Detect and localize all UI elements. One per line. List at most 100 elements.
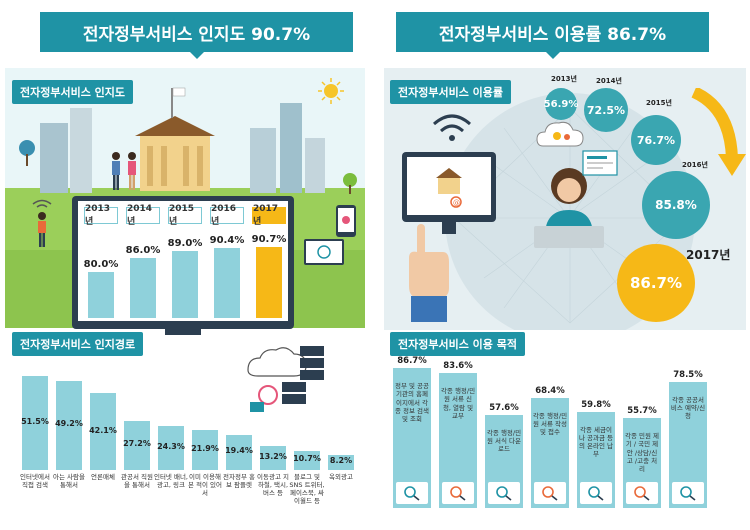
usage-bubble: 56.9%	[544, 88, 578, 120]
awareness-value: 80.0%	[83, 259, 119, 270]
purpose-category-label: 각종 행정/민원 서류 작성 및 접수	[532, 411, 568, 437]
path-value: 27.2%	[123, 439, 151, 449]
year-label-2016: 2016년	[210, 204, 244, 227]
awareness-bar	[256, 247, 282, 318]
pen-icon	[534, 482, 566, 504]
path-bar	[90, 393, 116, 470]
path-bar	[226, 434, 252, 470]
person-laptop	[534, 168, 604, 248]
year-label-2013: 2013년	[84, 204, 118, 227]
usage-bubble: 86.7%	[617, 244, 695, 322]
purpose-category-label: 각종 행정/민원 서류 신청, 열람 및 교부	[440, 387, 476, 420]
year-label-2017: 2017년	[252, 204, 286, 227]
purpose-value: 57.6%	[489, 403, 519, 414]
usage-year-label: 2015년	[646, 99, 672, 107]
hand-pointer-icon	[672, 482, 704, 504]
path-bar	[56, 380, 82, 470]
path-value: 10.7%	[293, 454, 321, 464]
path-value: 24.3%	[157, 441, 185, 451]
path-value: 8.2%	[329, 456, 353, 465]
monitor-icon: @	[402, 152, 496, 234]
roof	[135, 116, 215, 136]
building-4	[280, 103, 302, 193]
path-bar	[124, 420, 150, 470]
purpose-value: 83.6%	[443, 361, 473, 372]
devices-icon	[304, 205, 356, 265]
awareness-value: 90.4%	[209, 235, 245, 247]
awareness-value: 89.0%	[167, 238, 203, 250]
coin-icon	[580, 482, 612, 504]
path-value: 49.2%	[55, 419, 83, 429]
cloud-gear-icon	[536, 121, 584, 147]
path-bar	[294, 450, 320, 470]
building-3	[250, 128, 276, 193]
usage-year-label: 2014년	[596, 77, 622, 85]
path-category-label: 이미 이용해 본 적이 있어서	[187, 473, 223, 498]
sun-icon	[318, 78, 344, 104]
person-wifi	[32, 199, 52, 247]
path-value: 42.1%	[89, 425, 117, 435]
purpose-category-label: 각종 공공서비스 예약/신청	[670, 395, 706, 420]
path-bar	[192, 430, 218, 470]
path-value: 19.4%	[225, 446, 253, 456]
building-2	[70, 108, 92, 193]
svg-text:@: @	[453, 199, 460, 207]
awareness-bar	[88, 272, 114, 318]
awareness-bar	[172, 251, 198, 318]
wifi-icon	[433, 114, 471, 141]
year-label-2014: 2014년	[126, 204, 160, 227]
path-category-label: 블로그 및 SNS 트위터, 페이스북, 싸이월드 등	[289, 473, 325, 506]
form-card-icon	[582, 150, 618, 176]
path-bar	[22, 376, 48, 470]
year-label-2015: 2015년	[168, 204, 202, 227]
path-bar	[328, 455, 354, 470]
usage-year-label: 2017년	[686, 248, 731, 262]
arrow-curve	[691, 88, 746, 176]
path-value: 13.2%	[259, 452, 287, 461]
form-icon	[442, 482, 474, 504]
path-category-label: 이동광고 지하철, 택시, 버스 등	[257, 473, 289, 498]
path-bar	[260, 446, 286, 470]
hand-pointer-icon	[409, 224, 449, 322]
purpose-category-label: 각종 민원 제기 / 국민 제안 /상담/신고 /고충 처리	[624, 432, 660, 473]
path-category-label: 인터넷에서 직접 검색	[20, 473, 50, 490]
purpose-category-label: 각종 세금이나 공과금 등의 온라인 납부	[578, 425, 614, 459]
purpose-value: 78.5%	[673, 369, 703, 380]
building-1	[40, 123, 68, 193]
path-bar	[158, 425, 184, 470]
path-category-label: 옥외광고	[329, 473, 353, 481]
tree	[19, 140, 35, 156]
purpose-value: 68.4%	[535, 385, 565, 396]
path-category-label: 아는 사람을 통해서	[53, 473, 85, 490]
people-icon	[626, 482, 658, 504]
awareness-bar	[130, 258, 156, 318]
purpose-tag: 전자정부서비스 이용 목적	[390, 332, 525, 356]
purpose-value: 55.7%	[627, 406, 657, 417]
path-category-label: 언론매체	[91, 473, 115, 481]
path-category-label: 인터넷 배너, 광고, 링크	[153, 473, 189, 490]
path-tag: 전자정부서비스 인지경로	[12, 332, 144, 356]
awareness-value: 90.7%	[251, 234, 287, 246]
usage-bubble: 72.5%	[584, 88, 628, 132]
path-category-label: 전자정부 홍보 팜플렛	[223, 473, 255, 490]
purpose-category-label: 정부 및 공공기관의 홈페이지에서 각종 정보 검색 및 조회	[394, 382, 430, 423]
usage-tag: 전자정부서비스 이용률	[390, 80, 512, 104]
magnifier-icon	[396, 482, 428, 504]
people-figures	[112, 152, 136, 190]
right-banner: 전자정부서비스 이용률 86.7%	[396, 12, 709, 59]
usage-bubble: 76.7%	[631, 115, 681, 165]
server-icon	[247, 346, 324, 412]
building-5	[305, 138, 325, 193]
path-category-label: 관공서 직원을 통해서	[121, 473, 153, 490]
path-value: 21.9%	[191, 444, 219, 454]
purpose-category-label: 각종 행정/민원 서식 다운로드	[486, 429, 522, 454]
usage-year-label: 2013년	[551, 75, 577, 83]
usage-bubble: 85.8%	[642, 171, 710, 239]
download-icon	[488, 482, 520, 504]
path-value: 51.5%	[21, 417, 49, 427]
usage-year-label: 2016년	[682, 161, 708, 169]
purpose-value: 86.7%	[397, 356, 427, 367]
left-banner: 전자정부서비스 인지도 90.7%	[40, 12, 353, 59]
awareness-bar	[214, 248, 240, 318]
awareness-value: 86.0%	[125, 245, 161, 257]
